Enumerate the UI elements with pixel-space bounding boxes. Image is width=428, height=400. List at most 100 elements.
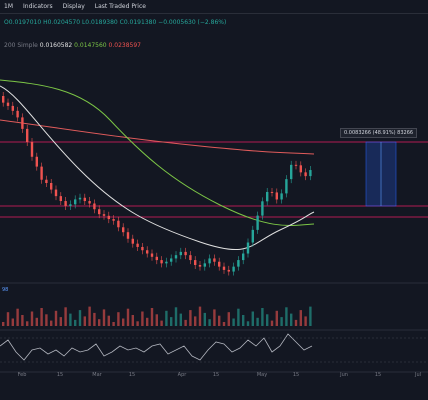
volume-bar [275,310,278,326]
volume-bar [170,317,173,326]
volume-bar [309,306,312,326]
candle [194,260,197,265]
candle [189,255,192,261]
volume-bar [189,310,192,326]
x-label: 15 [212,372,220,378]
candle [40,166,43,180]
x-label: Feb [17,372,27,378]
candle [261,201,264,216]
x-label: 15 [292,372,300,378]
volume-bar [59,317,62,326]
candle [78,197,82,200]
volume-bar [50,320,53,326]
candle [88,201,91,204]
interval-button[interactable]: 1M [4,3,13,10]
volume-bar [208,319,211,326]
volume-bar [213,309,216,326]
volume-bar [93,312,96,326]
candle [246,242,250,254]
candle [59,196,62,202]
candle [304,172,307,177]
candle [290,164,293,180]
volume-bar [227,312,230,326]
x-label: May [256,372,268,378]
volume-bar [203,312,206,326]
candle [165,261,168,264]
volume-bar [11,318,14,326]
candle [155,256,158,261]
candle [50,183,53,190]
volume-bar [26,321,29,326]
volume-bar [280,317,283,326]
volume-bar [184,319,187,326]
volume-bar [270,320,274,326]
candle [102,214,106,216]
volume-bar [102,309,106,326]
chart-toolbar: 1M Indicators Display Last Traded Price [0,0,428,14]
volume-bar [107,315,110,326]
volume-bar [160,320,163,326]
volume-bar [21,315,24,326]
candle [184,251,187,256]
candle [270,191,274,193]
x-label: 15 [128,372,136,378]
volume-bar [35,317,38,326]
volume-bar [117,312,120,326]
candle [222,266,226,270]
candle [213,258,216,262]
sma-value-1: 0.0160582 [39,42,73,49]
candle [16,110,19,118]
candle [54,189,58,197]
volume-bar [198,306,202,326]
candle [6,102,10,106]
candle [21,117,24,129]
candle [98,209,101,215]
volume-bar [246,321,250,326]
candle [218,261,221,267]
candle [203,263,206,267]
volume-bar [45,314,48,326]
volume-bar [242,315,245,326]
candles-group [2,92,312,276]
candle [117,220,120,228]
display-button[interactable]: Display [62,3,85,10]
volume-bar [40,308,43,326]
candle [83,197,86,202]
volume-group [2,306,312,326]
x-label: Jul [414,372,422,378]
ma-green-line [0,79,315,226]
volume-label: 98 [2,287,9,293]
sma-name: 200 Simple [4,42,38,49]
sma-legend: 200 Simple 0.0160582 0.0147560 0.0238597 [4,42,141,49]
candle [26,128,29,142]
volume-bar [122,318,125,326]
ma-red-line [0,119,315,155]
volume-bar [174,307,178,326]
volume-bar [266,314,269,326]
candle [11,105,14,111]
price-type-button[interactable]: Last Traded Price [94,3,146,10]
volume-bar [150,308,154,326]
candle [107,215,110,220]
candle [299,165,302,173]
x-label: Mar [92,372,102,378]
candle [141,246,144,251]
candle [122,227,125,233]
indicators-button[interactable]: Indicators [23,3,53,10]
volume-bar [304,316,307,326]
measure-tag: 0.0083266 (48.91%) 83266 [340,128,418,138]
candle [30,142,34,157]
candle [275,192,278,200]
candle [309,170,312,177]
candle [64,201,67,206]
volume-bar [2,322,5,326]
candle [160,260,163,264]
volume-bar [155,314,158,326]
volume-bar [74,319,77,326]
volume-bar [261,308,264,326]
volume-bar [141,311,144,326]
volume-bar [64,307,67,326]
volume-bar [98,319,101,326]
candle [112,219,115,221]
